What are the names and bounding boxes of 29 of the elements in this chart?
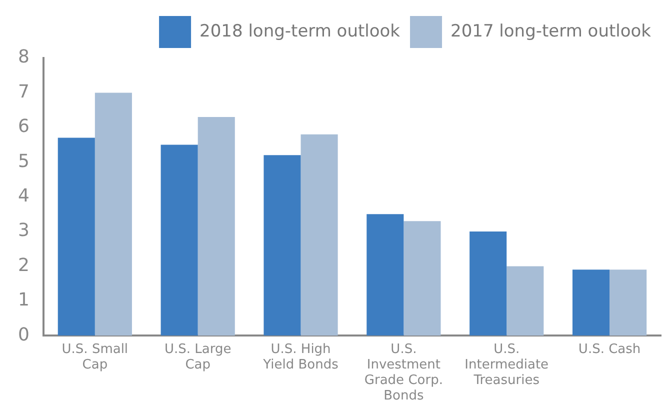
- bar: [94, 92, 132, 336]
- y-tick-label: 5: [18, 150, 30, 172]
- bar: [506, 266, 544, 336]
- y-tick-label: 2: [18, 254, 30, 276]
- x-tick-label: U.S. Investment Grade Corp. Bonds: [364, 342, 443, 404]
- x-tick-label: U.S. High Yield Bonds: [262, 342, 339, 372]
- bar: [366, 214, 404, 336]
- legend-label: 2018 long-term outlook: [200, 21, 400, 42]
- bar: [300, 134, 338, 336]
- y-tick-label: 7: [18, 81, 30, 102]
- y-tick-label: 0: [18, 324, 30, 346]
- x-tick-label: U.S. Cash: [578, 342, 641, 357]
- y-tick-label: 4: [18, 185, 30, 206]
- y-tick-label: 6: [18, 116, 30, 138]
- bar: [198, 116, 235, 336]
- y-tick-label: 8: [18, 46, 30, 68]
- x-tick-label: U.S. Intermediate Treasuries: [464, 342, 549, 388]
- bar: [404, 221, 441, 336]
- bar: [58, 138, 95, 336]
- y-tick-label: 3: [18, 220, 30, 242]
- bar: [470, 232, 507, 336]
- bar: [572, 270, 610, 336]
- bar: [610, 270, 647, 336]
- bar: [160, 144, 198, 336]
- y-tick-label: 1: [18, 290, 30, 311]
- x-tick-label: U.S. Large Cap: [164, 342, 232, 372]
- legend-label: 2017 long-term outlook: [450, 21, 652, 42]
- bar: [264, 155, 301, 336]
- x-tick-label: U.S. Small Cap: [62, 342, 128, 372]
